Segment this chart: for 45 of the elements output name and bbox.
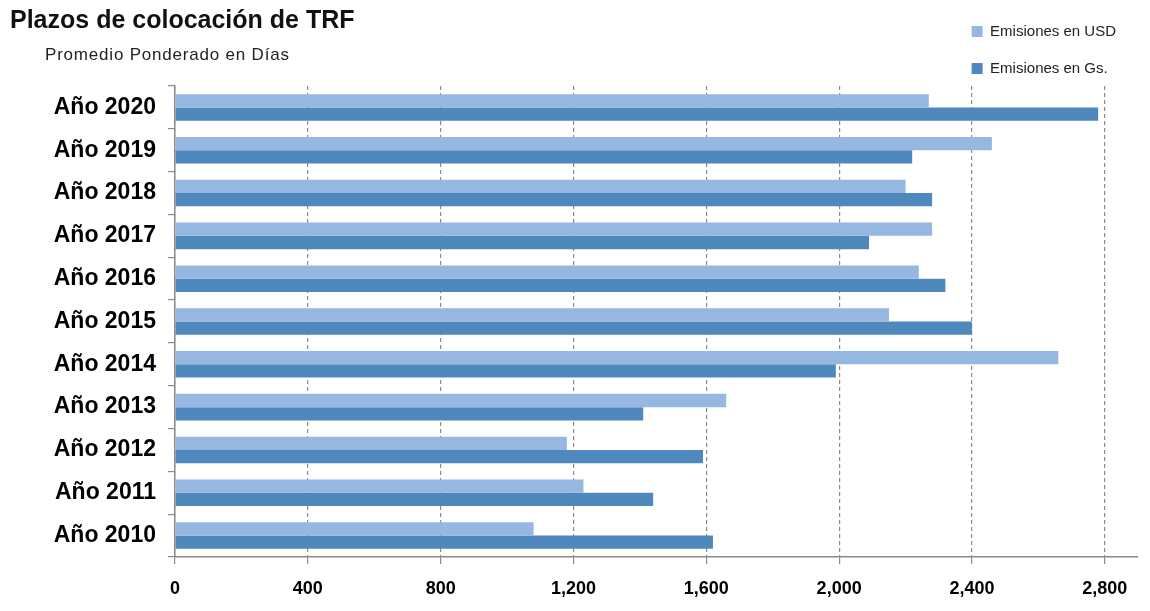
- bar: [175, 150, 913, 164]
- bar: [175, 436, 567, 450]
- y-tick-label: Año 2018: [53, 178, 157, 205]
- x-tick-label: 1,600: [683, 577, 729, 598]
- y-tick-label: Año 2014: [53, 349, 157, 376]
- x-tick-label: 2,800: [1082, 577, 1128, 598]
- bar: [175, 321, 972, 335]
- chart-title: Plazos de colocación de TRF: [10, 5, 355, 34]
- y-tick-label: Año 2013: [53, 392, 156, 419]
- bar: [175, 492, 654, 507]
- bar: [175, 393, 727, 408]
- x-tick-label: 800: [425, 577, 456, 598]
- bar: [175, 235, 870, 250]
- bar: [175, 308, 889, 322]
- bar: [175, 136, 992, 151]
- y-tick-label: Año 2019: [53, 135, 156, 162]
- bar: [175, 522, 534, 536]
- bar: [175, 265, 919, 279]
- bar: [175, 193, 933, 207]
- bar: [175, 278, 946, 292]
- y-tick-label: Año 2010: [53, 520, 156, 547]
- bar: [175, 222, 933, 236]
- y-tick-label: Año 2011: [55, 478, 157, 505]
- x-tick-label: 2,400: [949, 577, 995, 598]
- y-tick-label: Año 2016: [53, 264, 156, 291]
- bar: [175, 407, 644, 421]
- bar: [175, 364, 836, 378]
- bar: [175, 94, 929, 108]
- bar: [175, 479, 584, 493]
- bar: [175, 107, 1099, 121]
- bar: [175, 179, 906, 194]
- chart-subtitle: Promedio Ponderado en Días: [45, 45, 290, 65]
- legend-label: Emisiones en Gs.: [990, 58, 1108, 76]
- bar: [175, 449, 703, 464]
- bar: [175, 351, 1059, 365]
- y-tick-label: Año 2020: [53, 92, 156, 119]
- y-tick-label: Año 2015: [53, 306, 157, 333]
- x-tick-label: 400: [292, 577, 323, 598]
- legend-label: Emisiones en USD: [990, 21, 1117, 39]
- bar: [175, 535, 713, 549]
- x-tick-label: 0: [169, 577, 181, 598]
- y-tick-label: Año 2017: [53, 221, 156, 248]
- y-tick-label: Año 2012: [53, 435, 156, 462]
- x-tick-label: 1,200: [550, 577, 597, 598]
- x-tick-label: 2,000: [816, 577, 862, 598]
